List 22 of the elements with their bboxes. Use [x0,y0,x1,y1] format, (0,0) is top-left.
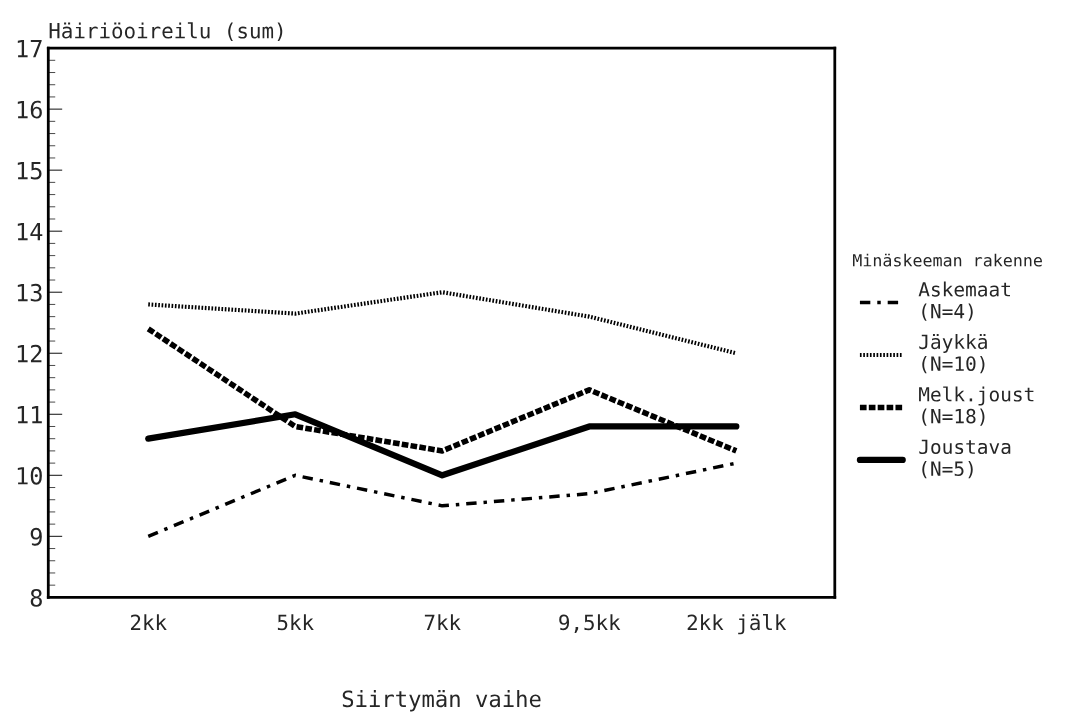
y-tick-label: 14 [17,223,43,241]
x-axis-title: Siirtymän vaihe [342,689,541,712]
x-tick-label: 2kk [130,614,167,630]
x-tick-label: 7kk [424,614,461,630]
y-tick-label: 13 [17,283,42,302]
y-tick-label: 11 [17,406,42,424]
y-tick-label: 15 [17,161,42,180]
y-tick-label: 8 [30,588,42,607]
y-axis-title: Häiriöoireilu (sum) [49,22,283,42]
y-tick-label: 10 [17,466,42,485]
legend-label: Askemaat (N=4) [918,281,1010,321]
y-tick-label: 12 [17,344,42,363]
legend-title: Minäskeeman rakenne [852,253,1042,267]
x-tick-label: 9,5kk [559,614,621,633]
legend-label: Joustava (N=5) [919,439,1011,479]
legend-label: Jäykkä (N=10) [919,334,987,374]
x-tick-label: 2kk jälk [687,614,787,635]
legend-label: Melk.joust (N=18) [919,386,1034,426]
x-tick-label: 5kk [277,614,314,631]
y-tick-label: 16 [17,100,42,119]
y-tick-label: 17 [17,39,42,58]
y-tick-label: 9 [30,527,42,546]
